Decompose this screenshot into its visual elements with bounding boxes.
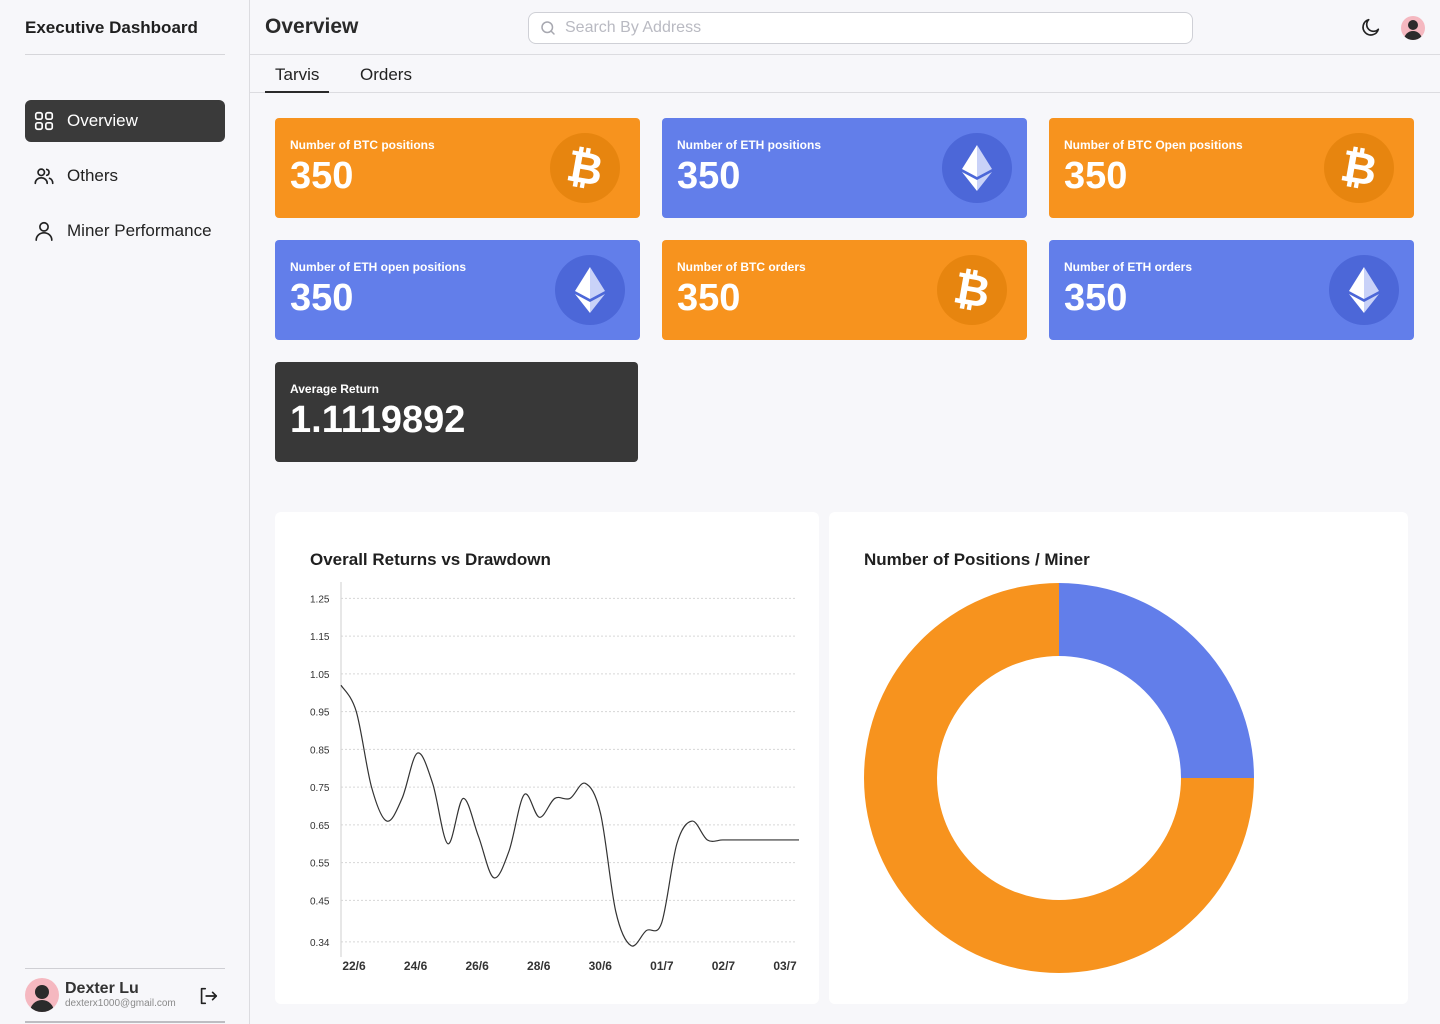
bitcoin-icon: ₿: [1324, 133, 1394, 203]
card-label: Number of BTC positions: [290, 138, 435, 152]
card-value: 350: [1064, 155, 1128, 197]
card-value: 350: [290, 155, 354, 197]
sidebar-item-overview[interactable]: Overview: [25, 100, 225, 142]
sidebar-item-miner-performance[interactable]: Miner Performance: [25, 210, 225, 252]
card-value: 350: [290, 277, 354, 319]
chart-title: Number of Positions / Miner: [864, 550, 1090, 569]
users-icon: [34, 168, 54, 185]
card-value: 1.1119892: [290, 399, 466, 441]
logout-icon[interactable]: [197, 985, 219, 1007]
sidebar-item-others[interactable]: Others: [25, 155, 225, 197]
stat-card-eth-orders[interactable]: Number of ETH orders 350: [1049, 240, 1414, 340]
y-tick-label: 0.34: [310, 938, 330, 949]
sidebar: Executive Dashboard Overview Others Mine…: [0, 0, 250, 1024]
top-bar: Overview: [250, 0, 1440, 55]
line-chart: 1.25 1.15 1.05 0.95 0.85 0.75 0.65 0.55 0.45 0.34…: [310, 582, 799, 973]
card-label: Number of ETH open positions: [290, 260, 466, 274]
sidebar-item-label: Overview: [67, 111, 138, 130]
tab-bar: Tarvis Orders: [250, 55, 1440, 93]
stat-card-eth-open-positions[interactable]: Number of ETH open positions 350: [275, 240, 640, 340]
series-line-returns: [340, 684, 799, 947]
user-email: dexterx1000@gmail.com: [65, 998, 176, 1009]
tab-tarvis[interactable]: Tarvis: [265, 65, 330, 93]
user-profile[interactable]: Dexter Lu dexterx1000@gmail.com: [25, 978, 176, 1012]
donut-chart: [864, 583, 1254, 973]
brand-title: Executive Dashboard: [25, 18, 198, 37]
y-tick-label: 0.45: [310, 896, 330, 907]
donut-slice-btc[interactable]: [864, 583, 1254, 973]
x-tick-label: 28/6: [527, 959, 551, 973]
card-label: Number of BTC orders: [677, 260, 806, 274]
returns-chart-panel: Overall Returns vs Drawdown 1.25 1.15 1.05…: [275, 512, 819, 1004]
grid-icon: [34, 111, 54, 131]
svg-text:₿: ₿: [1337, 140, 1381, 196]
tab-orders[interactable]: Orders: [360, 65, 412, 84]
y-tick-label: 0.65: [310, 821, 330, 832]
card-value: 350: [677, 155, 741, 197]
donut-slice-eth[interactable]: [1059, 583, 1254, 778]
bitcoin-icon: ₿: [937, 255, 1007, 325]
card-label: Number of ETH positions: [677, 138, 821, 152]
chart-title: Overall Returns vs Drawdown: [310, 550, 551, 569]
avatar: [25, 978, 59, 1012]
sidebar-item-label: Miner Performance: [67, 221, 212, 240]
y-tick-label: 0.95: [310, 708, 330, 719]
search-icon: [541, 21, 555, 35]
svg-text:₿: ₿: [950, 262, 994, 318]
search-input[interactable]: [565, 19, 1165, 37]
x-tick-label: 02/7: [712, 959, 736, 973]
profile-avatar[interactable]: [1401, 16, 1425, 40]
bitcoin-icon: ₿: [550, 133, 620, 203]
ethereum-icon: [555, 255, 625, 325]
stat-card-eth-positions[interactable]: Number of ETH positions 350: [662, 118, 1027, 218]
x-tick-label: 22/6: [342, 959, 366, 973]
y-tick-label: 0.55: [310, 859, 330, 870]
divider: [25, 54, 225, 55]
divider: [25, 1021, 225, 1023]
card-label: Number of ETH orders: [1064, 260, 1193, 274]
card-label: Average Return: [290, 382, 379, 396]
stat-card-average-return[interactable]: Average Return 1.1119892: [275, 362, 638, 462]
user-icon: [35, 221, 53, 241]
y-tick-label: 1.25: [310, 594, 330, 605]
card-label: Number of BTC Open positions: [1064, 138, 1243, 152]
y-tick-label: 0.85: [310, 745, 330, 756]
y-tick-label: 0.75: [310, 783, 330, 794]
stat-card-btc-open-positions[interactable]: Number of BTC Open positions 350 ₿: [1049, 118, 1414, 218]
user-name: Dexter Lu: [65, 980, 139, 997]
stat-card-btc-orders[interactable]: Number of BTC orders 350 ₿: [662, 240, 1027, 340]
stat-card-btc-positions[interactable]: Number of BTC positions 350 ₿: [275, 118, 640, 218]
x-tick-label: 03/7: [773, 959, 797, 973]
sidebar-item-label: Others: [67, 166, 119, 185]
card-value: 350: [1064, 277, 1128, 319]
ethereum-icon: [1329, 255, 1399, 325]
search-box[interactable]: [528, 12, 1193, 44]
x-tick-label: 30/6: [589, 959, 613, 973]
x-tick-label: 26/6: [465, 959, 489, 973]
card-value: 350: [677, 277, 741, 319]
y-tick-label: 1.15: [310, 632, 330, 643]
x-tick-label: 01/7: [650, 959, 674, 973]
page-title: Overview: [265, 15, 359, 38]
x-tick-label: 24/6: [404, 959, 428, 973]
ethereum-icon: [942, 133, 1012, 203]
positions-chart-panel: Number of Positions / Miner: [829, 512, 1408, 1004]
y-tick-label: 1.05: [310, 670, 330, 681]
svg-text:₿: ₿: [563, 140, 607, 196]
divider: [25, 968, 225, 969]
dark-mode-toggle-icon[interactable]: [1360, 16, 1382, 38]
